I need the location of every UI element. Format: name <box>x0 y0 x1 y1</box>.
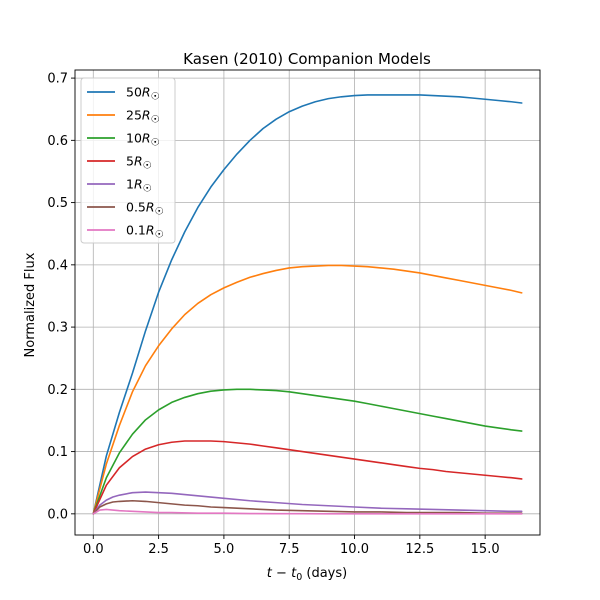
plot-frame <box>74 69 541 536</box>
x-tick-label: 5.0 <box>214 542 235 557</box>
legend-label: 0.1R☉ <box>126 223 164 241</box>
legend-label: 5R☉ <box>126 154 152 172</box>
y-axis-label: Normalized Flux <box>23 252 38 357</box>
series-line-1rsun <box>92 491 523 515</box>
grid <box>75 70 540 535</box>
y-tick-label: 0.0 <box>47 507 68 522</box>
y-axis-ticks: 0.0 0.1 0.2 0.3 0.4 0.5 0.6 0.7 <box>47 72 75 522</box>
series-line-50rsun <box>92 94 523 515</box>
y-tick-label: 0.7 <box>47 72 68 87</box>
legend: 50R☉ 25R☉ 10R☉ 5R☉ 1R☉ 0.5R☉ 0.1R☉ <box>80 77 176 244</box>
x-tick-label: 7.5 <box>279 542 300 557</box>
chart-title: Kasen (2010) Companion Models <box>183 50 431 68</box>
legend-items: 50R☉ 25R☉ 10R☉ 5R☉ 1R☉ 0.5R☉ 0.1R☉ <box>87 85 164 241</box>
x-tick-label: 12.5 <box>405 542 434 557</box>
legend-label: 25R☉ <box>126 108 160 126</box>
series-line-5rsun <box>92 440 523 515</box>
series-line-10rsun <box>92 388 523 515</box>
y-tick-label: 0.3 <box>47 321 68 336</box>
y-tick-label: 0.1 <box>47 445 68 460</box>
y-tick-label: 0.2 <box>47 383 68 398</box>
series-line-25rsun <box>92 264 523 515</box>
y-tick-label: 0.4 <box>47 258 68 273</box>
legend-box <box>80 77 176 244</box>
legend-label: 1R☉ <box>126 177 152 195</box>
series-line-0_5rsun <box>92 499 523 515</box>
legend-label: 10R☉ <box>126 131 160 149</box>
y-tick-label: 0.5 <box>47 196 68 211</box>
x-axis-label: t − t0 (days) <box>267 566 347 583</box>
legend-label: 0.5R☉ <box>126 200 164 218</box>
x-tick-label: 0.0 <box>83 542 104 557</box>
y-tick-label: 0.6 <box>47 134 68 149</box>
series-lines <box>92 94 523 515</box>
x-tick-label: 10.0 <box>340 542 369 557</box>
x-tick-label: 2.5 <box>148 542 169 557</box>
series-line-0_1rsun <box>92 508 523 515</box>
x-axis-ticks: 0.0 2.5 5.0 7.5 10.0 12.5 15.0 <box>83 535 500 557</box>
legend-label: 50R☉ <box>126 85 160 103</box>
x-tick-label: 15.0 <box>471 542 500 557</box>
